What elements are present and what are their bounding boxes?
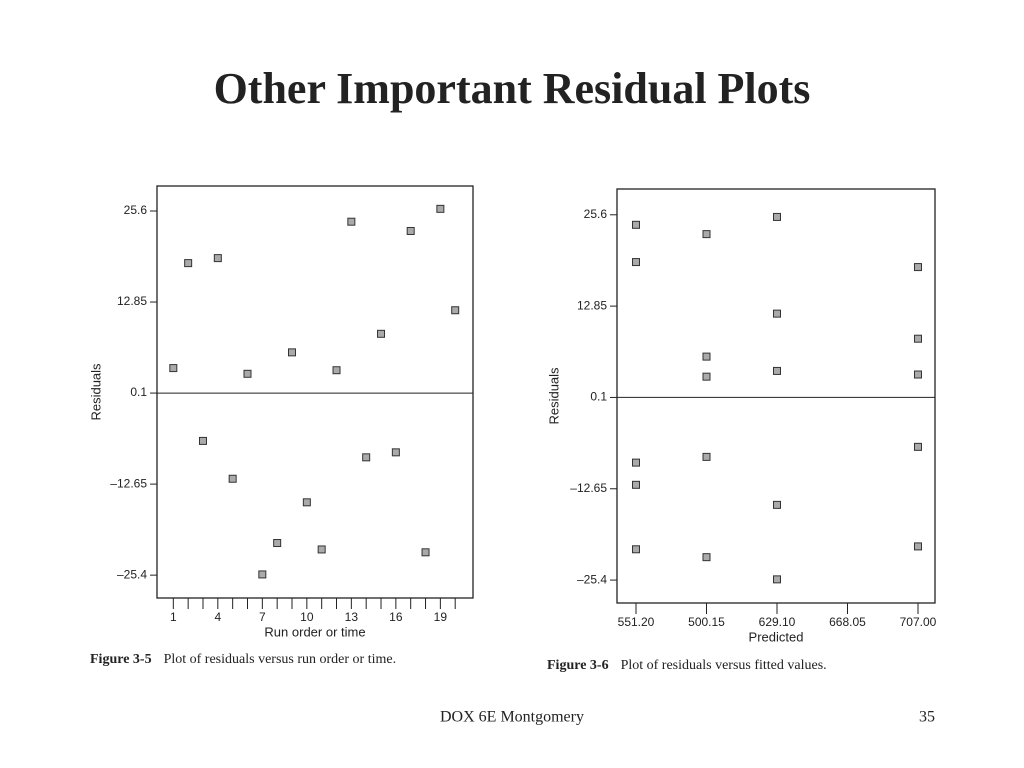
point [702,553,711,562]
point [702,372,711,381]
point [632,545,641,554]
point [632,258,641,267]
point [391,448,400,457]
point [632,458,641,467]
point [913,263,922,272]
point [913,542,922,551]
point [243,369,252,378]
point [362,453,371,462]
x-axis-label: Run order or time [264,624,365,639]
x-tick-label: 19 [434,610,448,624]
point [913,334,922,343]
point [772,309,781,318]
caption-label: Figure 3-6 [547,658,609,673]
x-tick-label: 16 [389,610,403,624]
point [377,329,386,338]
x-tick-label: 7 [259,610,266,624]
point [451,306,460,315]
y-tick-label: –25.4 [117,567,147,581]
point [213,254,222,263]
point [702,452,711,461]
x-tick-label: 668.05 [829,615,866,629]
point [198,436,207,445]
x-tick-label: 10 [300,610,314,624]
point [347,217,356,226]
footer: DOX 6E Montgomery [440,709,584,726]
point [184,259,193,268]
slide-title: Other Important Residual Plots [214,64,811,113]
point [421,548,430,557]
point [273,539,282,548]
page-number: 35 [919,709,935,726]
point [632,220,641,229]
caption-label: Figure 3-5 [90,652,152,667]
point [772,212,781,221]
x-tick-label: 1 [170,610,177,624]
plot-frame [156,185,474,599]
y-tick-label: 12.85 [577,298,607,312]
point [702,230,711,239]
point [772,500,781,509]
point [406,226,415,235]
point [302,498,311,507]
point [702,352,711,361]
y-tick-label: –12.65 [570,481,607,495]
y-tick-label: 0.1 [130,385,147,399]
y-tick-label: 25.6 [124,203,148,217]
y-tick-label: 12.85 [117,294,147,308]
point [258,570,267,579]
point [913,370,922,379]
point [169,364,178,373]
caption-text: Plot of residuals versus fitted values. [621,658,827,673]
plot-frame [616,188,936,604]
point [228,474,237,483]
y-tick-label: 25.6 [584,207,608,221]
point [772,575,781,584]
y-tick-label: –12.65 [110,476,147,490]
point [436,204,445,213]
x-tick-label: 4 [214,610,221,624]
caption-text: Plot of residuals versus run order or ti… [164,652,397,667]
x-tick-label: 629.10 [759,615,796,629]
x-tick-label: 500.15 [688,615,725,629]
x-tick-label: 13 [345,610,359,624]
point [632,480,641,489]
y-axis-label: Residuals [88,363,103,421]
caption: Figure 3-6 Plot of residuals versus fitte… [547,658,827,673]
x-tick-label: 707.00 [900,615,937,629]
point [772,366,781,375]
caption: Figure 3-5 Plot of residuals versus run o… [90,652,396,667]
point [317,545,326,554]
y-tick-label: 0.1 [590,390,607,404]
y-axis-label: Residuals [546,367,561,425]
x-tick-label: 551.20 [618,615,655,629]
x-axis-label: Predicted [749,629,804,644]
point [913,442,922,451]
y-tick-label: –25.4 [577,572,607,586]
point [332,366,341,375]
point [288,348,297,357]
